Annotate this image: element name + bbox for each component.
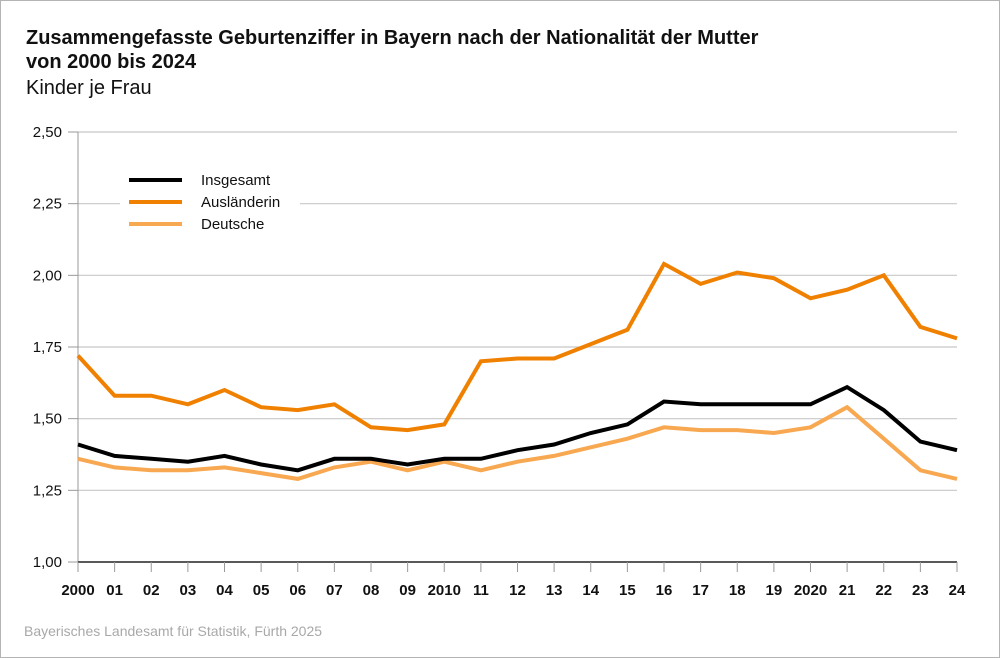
x-tick-label: 11 <box>473 582 489 599</box>
x-tick-label: 02 <box>143 582 160 599</box>
series-lines <box>76 261 958 481</box>
x-tick-label: 05 <box>253 582 270 599</box>
x-tick-label: 07 <box>326 582 343 599</box>
x-tick-label: 03 <box>180 582 197 599</box>
x-tick-label: 08 <box>363 582 380 599</box>
legend-item: Insgesamt <box>129 172 271 189</box>
y-tick-label: 2,00 <box>33 267 62 284</box>
y-tick-label: 1,00 <box>33 554 62 571</box>
legend: Insgesamt Ausländerin Deutsche <box>120 168 300 238</box>
x-tick-label: 15 <box>619 582 636 599</box>
y-tick-label: 2,25 <box>33 196 62 213</box>
x-tick-label: 2000 <box>61 582 94 599</box>
series-line <box>77 384 958 473</box>
x-tick-label: 17 <box>692 582 709 599</box>
x-tick-label: 14 <box>582 582 599 599</box>
chart-title: Zusammengefasste Geburtenziffer in Bayer… <box>26 26 758 74</box>
chart-subtitle: Kinder je Frau <box>26 77 152 99</box>
x-tick-label: 21 <box>839 582 856 599</box>
y-tick-label: 1,75 <box>33 339 62 356</box>
x-axis: 2000 01 02 03 04 05 06 07 08 09 2010 11 12 13 14 15 16 17… <box>61 561 966 599</box>
x-tick-label: 13 <box>546 582 563 599</box>
legend-label: Deutsche <box>201 216 264 233</box>
legend-item: Ausländerin <box>129 194 280 211</box>
legend-item: Deutsche <box>129 216 264 233</box>
series-ausl-nderin <box>76 261 958 433</box>
x-tick-label: 23 <box>912 582 929 599</box>
x-tick-label: 2020 <box>794 582 827 599</box>
legend-label: Ausländerin <box>201 194 280 211</box>
x-tick-label: 2010 <box>428 582 461 599</box>
y-tick-label: 2,50 <box>33 124 62 141</box>
x-tick-label: 22 <box>875 582 892 599</box>
source-note: Bayerisches Landesamt für Statistik, Für… <box>24 623 323 639</box>
chart-title-line-1: Zusammengefasste Geburtenziffer in Bayer… <box>26 27 759 49</box>
series-line <box>77 404 958 481</box>
chart-title-line-2: von 2000 bis 2024 <box>26 51 197 73</box>
y-tick-label: 1,50 <box>33 411 62 428</box>
x-tick-label: 09 <box>399 582 416 599</box>
x-tick-label: 24 <box>949 582 966 599</box>
series-deutsche <box>77 404 958 481</box>
x-tick-label: 16 <box>656 582 673 599</box>
series-insgesamt <box>77 384 958 473</box>
x-tick-label: 04 <box>216 582 233 599</box>
x-tick-label: 06 <box>289 582 306 599</box>
x-tick-label: 01 <box>106 582 123 599</box>
x-tick-label: 12 <box>509 582 526 599</box>
y-axis: 1,00 1,25 1,50 1,75 2,00 2,25 2,50 <box>33 124 79 571</box>
x-tick-label: 19 <box>766 582 783 599</box>
y-tick-label: 1,25 <box>33 482 62 499</box>
x-tick-label: 18 <box>729 582 746 599</box>
legend-label: Insgesamt <box>201 172 271 189</box>
